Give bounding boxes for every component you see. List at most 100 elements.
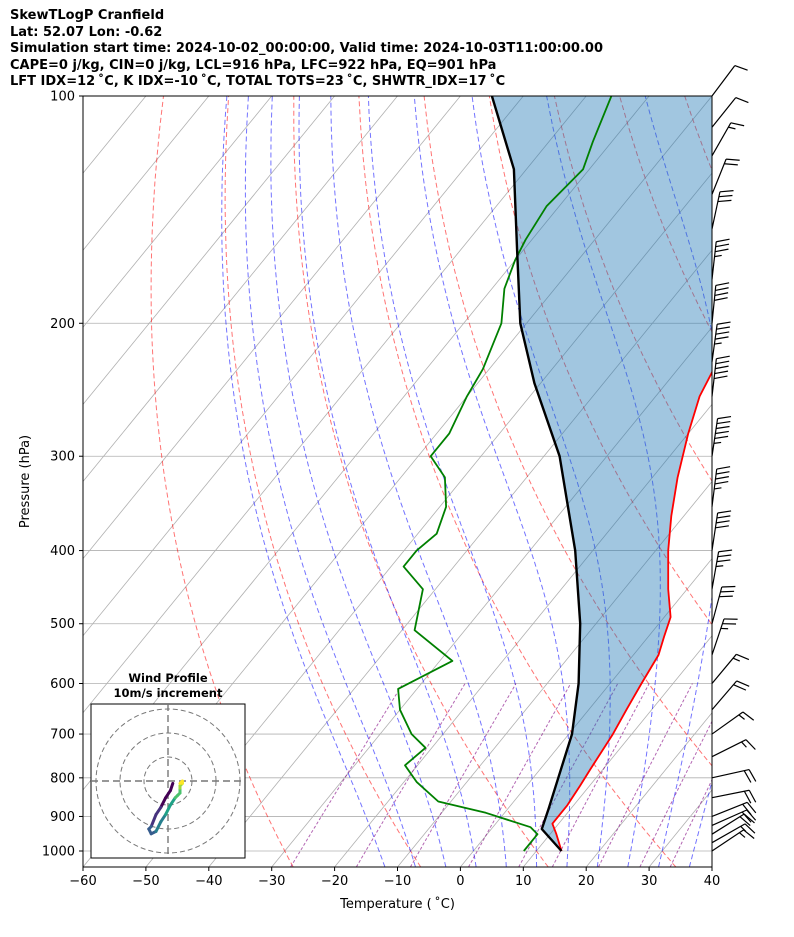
- wind-barb: [711, 321, 731, 362]
- mixing-ratio-line: [290, 683, 404, 867]
- wind-barb: [711, 789, 757, 804]
- y-tick-label: 700: [50, 728, 75, 743]
- chart-title: SkewTLogP Cranfield: [10, 8, 165, 23]
- isotherm-gridline: [83, 96, 398, 483]
- dry-adiabat: [150, 96, 294, 867]
- isotherm-gridline: [83, 96, 210, 251]
- wind-barb: [711, 711, 755, 735]
- moist-adiabat: [644, 96, 712, 867]
- wind-barb: [711, 97, 749, 128]
- hodograph-trace: [178, 779, 184, 785]
- hodograph-trace: [149, 813, 158, 829]
- y-tick-label: 100: [50, 90, 75, 105]
- mixing-ratio-line: [669, 778, 712, 867]
- moist-adiabat: [330, 96, 507, 867]
- moist-adiabat: [546, 96, 661, 867]
- x-tick-label: −20: [321, 874, 348, 889]
- cape-line: CAPE=0 j/kg, CIN=0 j/kg, LCL=916 hPa, LF…: [10, 57, 497, 73]
- location-line: Lat: 52.07 Lon: -0.62: [10, 24, 163, 40]
- y-tick-label: 800: [50, 771, 75, 786]
- moist-adiabat: [471, 96, 611, 867]
- isotherm-gridline: [83, 96, 524, 637]
- x-tick-label: −50: [132, 874, 159, 889]
- wind-barb: [711, 585, 736, 624]
- moist-adiabat: [244, 96, 416, 867]
- isotherm-gridline: [145, 172, 712, 867]
- hodograph-trace: [159, 796, 168, 809]
- wind-barb: [711, 829, 755, 852]
- y-tick-label: 300: [50, 450, 75, 465]
- mixing-ratio-line: [409, 683, 517, 867]
- wind-barb: [711, 653, 750, 684]
- hodograph-title: Wind Profile: [128, 671, 208, 685]
- isotherm-gridline: [208, 249, 712, 867]
- dry-adiabat: [488, 96, 712, 626]
- wind-barb: [711, 238, 730, 280]
- wind-barbs: [711, 65, 757, 852]
- isotherm-gridline: [271, 326, 712, 867]
- isotherm-gridline: [83, 96, 335, 406]
- y-tick-label: 600: [50, 677, 75, 692]
- x-tick-label: −10: [384, 874, 411, 889]
- dry-adiabat: [224, 96, 422, 867]
- mixing-ratio-line: [468, 683, 572, 867]
- x-tick-label: −40: [195, 874, 222, 889]
- wind-barb: [711, 801, 757, 818]
- isotherm-gridline: [334, 403, 712, 867]
- parcel-line: [490, 96, 582, 852]
- y-tick-label: 1000: [42, 845, 75, 860]
- x-tick-label: −30: [258, 874, 285, 889]
- y-tick-label: 400: [50, 544, 75, 559]
- shaded-area: [491, 96, 712, 851]
- wind-barb: [711, 823, 756, 844]
- moist-adiabat: [298, 96, 477, 867]
- x-tick-label: 10: [515, 874, 532, 889]
- moist-adiabat: [413, 96, 571, 867]
- hodograph-subtitle: 10m/s increment: [114, 686, 223, 700]
- wind-barb: [711, 510, 732, 551]
- x-tick-label: −60: [69, 874, 96, 889]
- dry-adiabat: [423, 96, 712, 767]
- wind-barb: [711, 549, 733, 590]
- wind-barb: [711, 415, 732, 457]
- x-tick-label: 40: [704, 874, 721, 889]
- wind-barb: [711, 466, 731, 507]
- isotherm-gridline: [711, 866, 712, 867]
- x-tick-label: 30: [641, 874, 658, 889]
- y-tick-label: 500: [50, 617, 75, 632]
- wind-barb: [711, 618, 738, 656]
- x-tick-label: 20: [578, 874, 595, 889]
- wind-barb: [711, 355, 730, 397]
- moist-adiabat: [221, 96, 386, 867]
- dewpoint-line: [397, 96, 613, 852]
- x-axis-title: Temperature ( ˚C): [339, 896, 455, 912]
- y-axis-title: Pressure (hPa): [18, 435, 33, 528]
- dry-adiabat: [750, 96, 794, 867]
- hodograph-trace: [154, 820, 163, 833]
- wind-barb: [711, 65, 748, 97]
- y-tick-label: 200: [50, 317, 75, 332]
- wind-barb: [711, 680, 750, 711]
- isotherm-gridline: [83, 96, 273, 328]
- isotherm-gridline: [83, 96, 84, 97]
- wind-barb: [711, 190, 734, 230]
- isotherm-gridline: [460, 557, 712, 867]
- isotherm-gridline: [775, 96, 794, 867]
- mixing-ratio-line: [551, 683, 650, 867]
- wind-barb: [711, 122, 745, 157]
- isotherm-gridline: [83, 96, 461, 560]
- x-tick-label: 0: [456, 874, 464, 889]
- chart-header: SkewTLogP Cranfield Lat: 52.07 Lon: -0.6…: [10, 8, 603, 91]
- wind-barb: [711, 769, 757, 783]
- isotherm-gridline: [83, 96, 587, 714]
- mixing-ratio-line: [597, 683, 693, 867]
- isotherm-gridline: [522, 635, 712, 867]
- isotherm-gridline: [397, 480, 712, 867]
- indices-line: LFT IDX=12 ˚C, K IDX=-10 ˚C, TOTAL TOTS=…: [10, 74, 506, 89]
- temperature-line: [551, 370, 712, 852]
- moist-adiabat: [270, 96, 447, 867]
- wind-barb: [711, 739, 756, 758]
- isotherm-gridline: [585, 712, 712, 867]
